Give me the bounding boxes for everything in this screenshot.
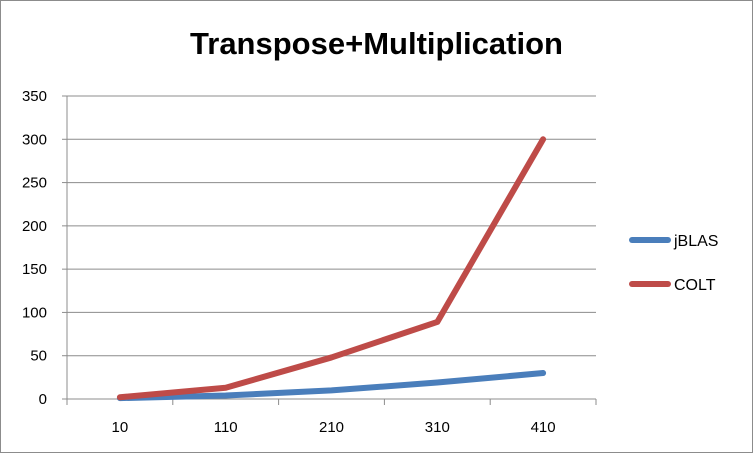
y-tick-label: 200 [22, 218, 47, 235]
legend-label-jblas: jBLAS [673, 233, 718, 250]
y-tick-label: 250 [22, 175, 47, 192]
x-tick-label: 310 [425, 419, 450, 436]
series-line-jblas [116, 370, 547, 402]
axes [66, 96, 596, 400]
x-tick-label: 110 [214, 419, 238, 436]
x-tick-label: 410 [531, 419, 556, 436]
x-tick-label: 210 [319, 419, 344, 436]
x-tick-label: 10 [112, 419, 129, 436]
legend: jBLAS COLT [629, 233, 718, 294]
y-tick-label: 300 [22, 131, 47, 148]
x-axis-ticks: 10 110 210 310 410 [66, 399, 597, 436]
chart-title: Transpose+Multiplication [190, 26, 563, 61]
y-tick-label: 100 [22, 304, 47, 321]
y-tick-label: 50 [30, 348, 47, 365]
series-lines [116, 136, 547, 402]
y-axis-ticks: 0 50 100 150 200 250 300 350 [22, 88, 67, 408]
y-tick-label: 0 [39, 391, 47, 408]
y-tick-label: 150 [22, 261, 47, 278]
y-tick-label: 350 [22, 88, 47, 105]
gridlines [67, 95, 596, 357]
series-line-colt [116, 136, 547, 401]
legend-label-colt: COLT [674, 277, 716, 294]
